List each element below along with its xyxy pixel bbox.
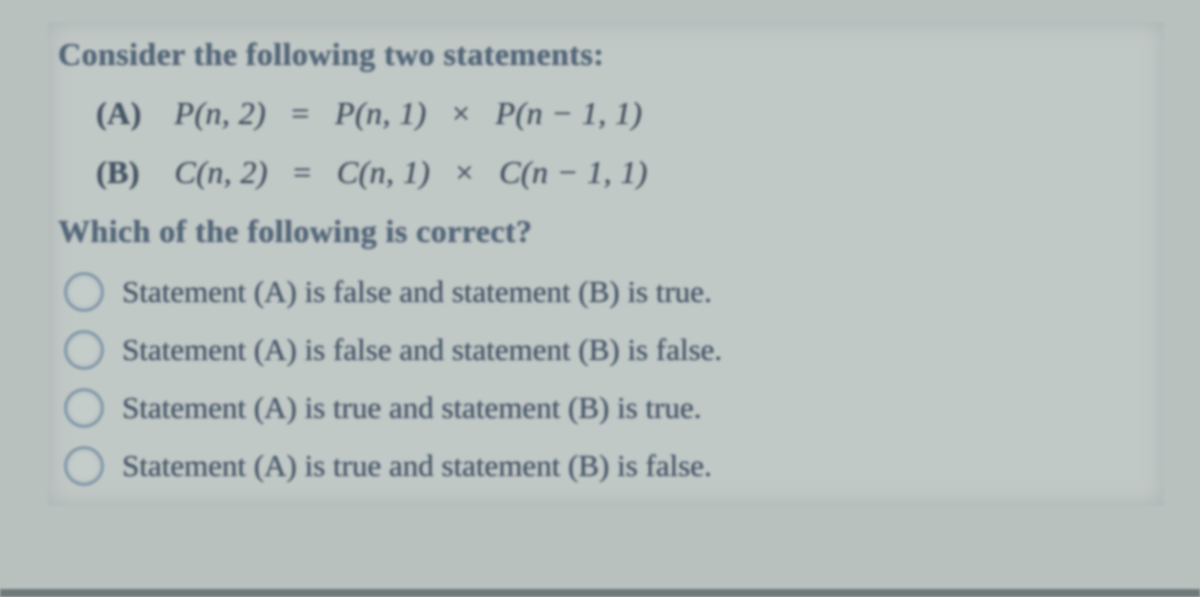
statement-a-label: (A): [96, 95, 166, 132]
stmt-a-r1: P(n, 1): [335, 95, 427, 131]
radio-icon[interactable]: [64, 446, 104, 486]
statement-b-label: (B): [96, 154, 166, 191]
option-row[interactable]: Statement (A) is false and statement (B)…: [64, 272, 1154, 312]
option-row[interactable]: Statement (A) is false and statement (B)…: [64, 330, 1154, 370]
eq-sign: =: [293, 154, 311, 190]
option-row[interactable]: Statement (A) is true and statement (B) …: [64, 388, 1154, 428]
question-text: Which of the following is correct?: [58, 213, 1154, 250]
option-text: Statement (A) is true and statement (B) …: [122, 390, 701, 426]
radio-icon[interactable]: [64, 330, 104, 370]
bottom-border: [0, 589, 1200, 597]
option-text: Statement (A) is false and statement (B)…: [122, 274, 712, 310]
eq-sign: =: [291, 95, 309, 131]
stmt-a-lhs: P(n, 2): [174, 95, 266, 131]
times-sign: ×: [452, 95, 470, 131]
statement-b: (B) C(n, 2) = C(n, 1) × C(n − 1, 1): [96, 154, 1154, 191]
radio-icon[interactable]: [64, 388, 104, 428]
option-text: Statement (A) is false and statement (B)…: [122, 332, 722, 368]
stmt-b-lhs: C(n, 2): [174, 154, 267, 190]
option-text: Statement (A) is true and statement (B) …: [122, 448, 712, 484]
stmt-a-r2: P(n − 1, 1): [495, 95, 642, 131]
statement-a: (A) P(n, 2) = P(n, 1) × P(n − 1, 1): [96, 95, 1154, 132]
stmt-b-r1: C(n, 1): [337, 154, 430, 190]
stmt-b-r2: C(n − 1, 1): [499, 154, 648, 190]
radio-icon[interactable]: [64, 272, 104, 312]
question-intro: Consider the following two statements:: [58, 36, 1154, 73]
option-row[interactable]: Statement (A) is true and statement (B) …: [64, 446, 1154, 486]
times-sign: ×: [455, 154, 473, 190]
